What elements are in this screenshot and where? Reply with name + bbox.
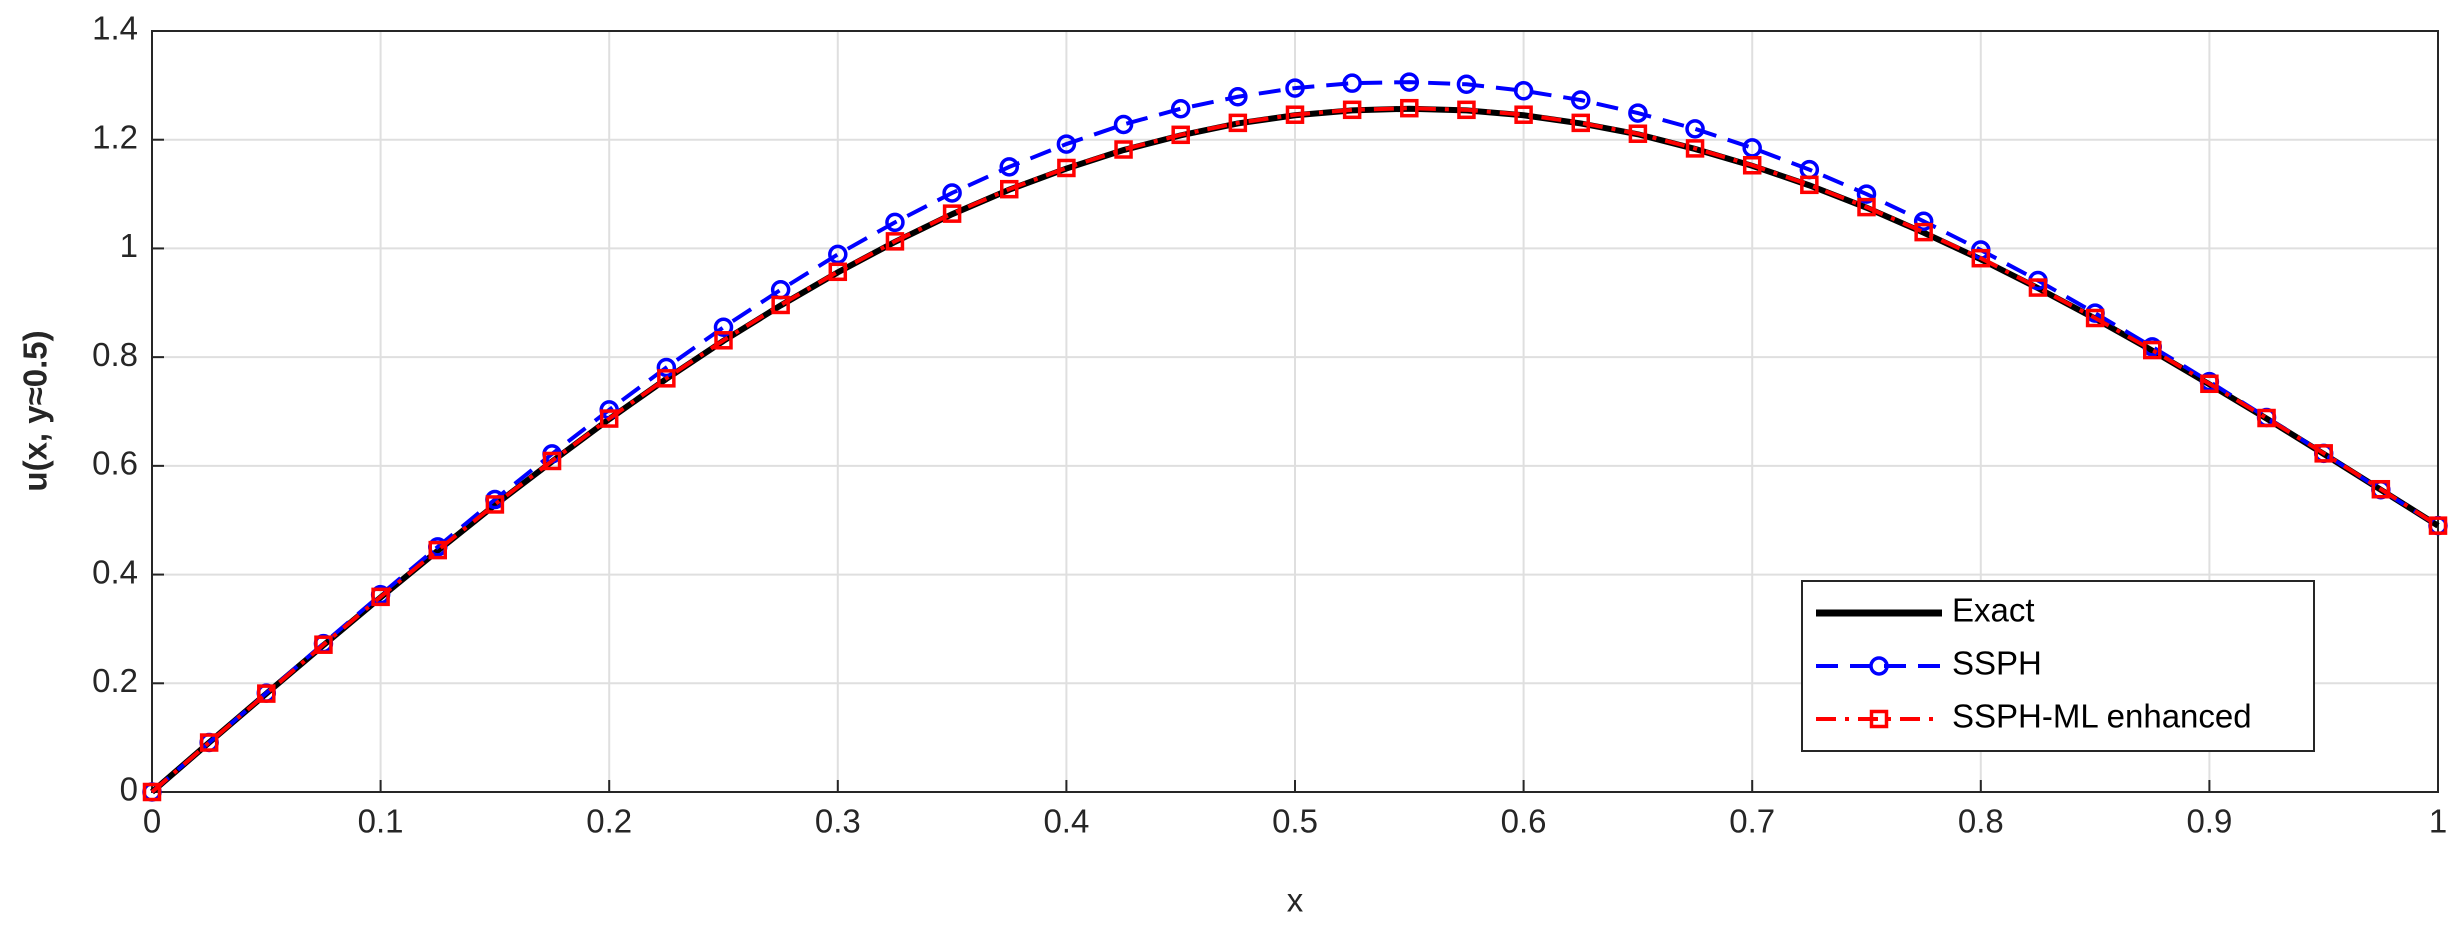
y-tick-label: 0.2 xyxy=(92,662,138,699)
marker xyxy=(1914,222,1933,242)
marker xyxy=(599,409,619,428)
y-tick-label: 1.2 xyxy=(92,118,138,155)
marker xyxy=(1057,158,1076,178)
marker xyxy=(199,733,219,752)
marker xyxy=(1800,175,1819,195)
x-tick-label: 1 xyxy=(2429,803,2447,840)
marker xyxy=(1742,138,1762,158)
marker xyxy=(542,451,562,471)
x-tick-label: 0 xyxy=(143,803,161,840)
x-tick-label: 0.5 xyxy=(1272,803,1318,840)
marker xyxy=(1685,119,1705,139)
marker xyxy=(2143,340,2162,360)
marker xyxy=(1342,73,1362,93)
y-tick-label: 1 xyxy=(120,227,138,264)
marker xyxy=(1869,709,1889,729)
plot-frame xyxy=(151,30,2439,793)
marker xyxy=(428,540,447,560)
legend-label: Exact xyxy=(1952,592,2035,629)
marker xyxy=(2428,516,2448,535)
x-tick-label: 0.4 xyxy=(1043,803,1089,840)
marker xyxy=(257,684,276,703)
x-tick-label: 0.9 xyxy=(2186,803,2232,840)
y-tick-label: 0 xyxy=(120,771,138,808)
marker xyxy=(999,157,1019,177)
marker xyxy=(1285,78,1305,98)
legend-label: SSPH-ML enhanced xyxy=(1952,698,2252,735)
marker xyxy=(828,262,848,282)
marker xyxy=(1742,156,1762,175)
x-axis-label: x xyxy=(1287,882,1304,919)
marker xyxy=(771,295,790,315)
marker xyxy=(1913,211,1934,231)
marker xyxy=(942,183,962,203)
marker xyxy=(1285,105,1305,124)
marker xyxy=(1400,98,1419,118)
marker xyxy=(1857,197,1876,217)
marker xyxy=(1514,105,1533,124)
marker xyxy=(1457,100,1476,120)
marker xyxy=(714,331,733,350)
marker xyxy=(657,369,676,388)
y-axis-label: u(x, y≈0.5) xyxy=(17,330,54,491)
marker xyxy=(1342,100,1362,120)
marker xyxy=(2085,308,2105,328)
marker xyxy=(371,587,390,607)
marker xyxy=(1869,656,1889,676)
marker xyxy=(1571,90,1591,110)
x-tick-label: 0.7 xyxy=(1729,803,1775,840)
marker xyxy=(1228,113,1248,133)
marker xyxy=(656,357,677,378)
marker xyxy=(1571,113,1590,133)
marker xyxy=(2371,479,2391,499)
marker xyxy=(2028,278,2048,297)
marker xyxy=(1114,140,1133,159)
marker xyxy=(1456,74,1477,95)
marker xyxy=(828,244,848,265)
marker xyxy=(1628,124,1648,143)
marker xyxy=(1685,139,1705,158)
marker xyxy=(2314,444,2333,463)
marker xyxy=(1228,87,1248,107)
series-line xyxy=(150,80,2440,794)
marker xyxy=(885,212,905,233)
marker xyxy=(1856,184,1877,204)
y-tick-label: 0.6 xyxy=(92,445,138,482)
marker xyxy=(713,317,734,337)
marker xyxy=(942,204,962,223)
marker xyxy=(1113,114,1134,135)
marker xyxy=(1170,98,1191,119)
y-tick-label: 0.4 xyxy=(92,553,138,590)
marker xyxy=(485,495,505,514)
x-tick-label: 0.6 xyxy=(1501,803,1547,840)
marker xyxy=(1399,72,1420,92)
marker xyxy=(1171,125,1190,145)
x-tick-label: 0.1 xyxy=(358,803,404,840)
marker xyxy=(2200,374,2219,394)
marker xyxy=(1628,103,1648,123)
legend: Exact SSPH SSPH-ML enhanced xyxy=(1801,580,2315,752)
x-tick-label: 0.2 xyxy=(586,803,632,840)
y-tick-label: 1.4 xyxy=(92,10,138,47)
x-tick-label: 0.3 xyxy=(815,803,861,840)
marker xyxy=(314,635,333,654)
series-line xyxy=(150,106,2440,794)
marker xyxy=(1000,179,1019,199)
marker xyxy=(1513,81,1534,101)
marker xyxy=(142,782,162,802)
y-tick-label: 0.8 xyxy=(92,336,138,373)
legend-label: SSPH xyxy=(1952,645,2042,682)
marker xyxy=(1971,248,1991,268)
x-tick-label: 0.8 xyxy=(1958,803,2004,840)
marker xyxy=(885,232,905,251)
marker xyxy=(2257,408,2276,428)
marker xyxy=(1056,134,1077,154)
